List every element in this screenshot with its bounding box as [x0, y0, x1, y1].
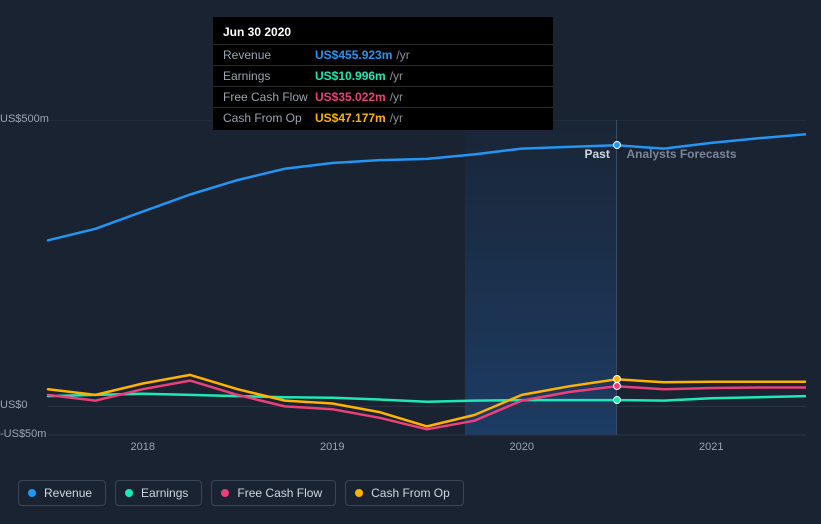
y-axis-label: -US$50m: [0, 428, 46, 440]
chart-tooltip: Jun 30 2020 RevenueUS$455.923m/yrEarning…: [213, 17, 553, 130]
past-label: Past: [585, 147, 610, 161]
y-axis-label: US$0: [0, 399, 28, 411]
tooltip-row: Free Cash FlowUS$35.022m/yr: [213, 86, 553, 107]
legend-item[interactable]: Free Cash Flow: [211, 480, 336, 506]
tooltip-row: RevenueUS$455.923m/yr: [213, 44, 553, 65]
legend-item[interactable]: Earnings: [115, 480, 202, 506]
crosshair-dot: [613, 382, 621, 390]
legend-label: Earnings: [141, 486, 188, 500]
tooltip-date: Jun 30 2020: [213, 17, 553, 44]
tooltip-row-value: US$455.923m: [315, 48, 392, 62]
tooltip-row-value: US$35.022m: [315, 90, 386, 104]
tooltip-row-value: US$47.177m: [315, 111, 386, 125]
x-axis-label: 2019: [320, 441, 344, 453]
chart-area: US$500mUS$0-US$50m2018201920202021: [18, 120, 806, 455]
tooltip-row-label: Free Cash Flow: [223, 90, 315, 104]
crosshair-dot-revenue: [613, 141, 621, 149]
tooltip-row-suffix: /yr: [390, 111, 403, 125]
x-axis-label: 2021: [699, 441, 723, 453]
tooltip-row-value: US$10.996m: [315, 69, 386, 83]
legend-label: Free Cash Flow: [237, 486, 322, 500]
legend-item[interactable]: Cash From Op: [345, 480, 464, 506]
tooltip-row: Cash From OpUS$47.177m/yr: [213, 107, 553, 128]
legend-dot-icon: [125, 489, 133, 497]
chart-legend: Revenue Earnings Free Cash Flow Cash From O…: [18, 480, 464, 506]
legend-dot-icon: [28, 489, 36, 497]
tooltip-row-suffix: /yr: [390, 90, 403, 104]
legend-label: Cash From Op: [371, 486, 450, 500]
tooltip-row-label: Revenue: [223, 48, 315, 62]
x-axis-label: 2020: [510, 441, 534, 453]
crosshair-dot: [613, 396, 621, 404]
forecast-label: Analysts Forecasts: [627, 147, 737, 161]
legend-dot-icon: [221, 489, 229, 497]
legend-label: Revenue: [44, 486, 92, 500]
tooltip-row-suffix: /yr: [396, 48, 409, 62]
tooltip-row: EarningsUS$10.996m/yr: [213, 65, 553, 86]
tooltip-rows: RevenueUS$455.923m/yrEarningsUS$10.996m/…: [213, 44, 553, 128]
legend-dot-icon: [355, 489, 363, 497]
tooltip-row-label: Cash From Op: [223, 111, 315, 125]
legend-item[interactable]: Revenue: [18, 480, 106, 506]
line-chart-svg[interactable]: [18, 120, 806, 455]
x-axis-label: 2018: [131, 441, 155, 453]
y-axis-label: US$500m: [0, 113, 49, 125]
tooltip-row-suffix: /yr: [390, 69, 403, 83]
tooltip-row-label: Earnings: [223, 69, 315, 83]
